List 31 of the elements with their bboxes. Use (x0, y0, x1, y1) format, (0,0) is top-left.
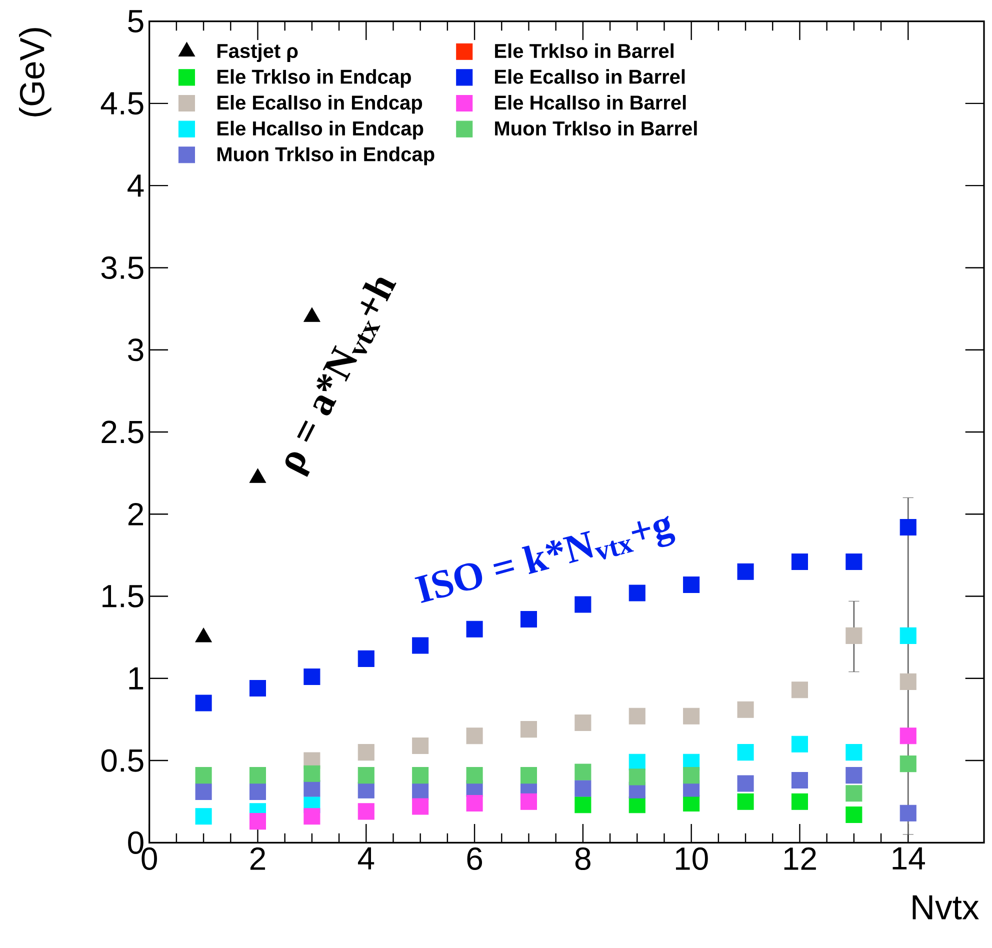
y-tick-label: 1.5 (102, 585, 144, 608)
y-tick-label: 3 (128, 338, 144, 362)
y-tick-label: 4.5 (100, 92, 144, 115)
legend-label: Ele TrkIso in Endcap (217, 69, 411, 88)
legend-label: Muon TrkIso in Endcap (217, 146, 434, 166)
y-tick-label: 1 (129, 667, 144, 690)
y-tick-label: 3.5 (101, 256, 144, 280)
legend-label: Fastjet ρ (217, 43, 298, 62)
legend-label: Ele HcalIso in Barrel (495, 95, 686, 110)
y-tick-label: 0 (128, 831, 144, 854)
y-tick-label: 5 (128, 10, 144, 32)
legend-label: Muon TrkIso in Barrel (495, 120, 697, 136)
y-tick-label: 2.5 (102, 420, 144, 444)
x-tick-label: 8 (575, 847, 590, 870)
legend-label: Ele HcalIso in Endcap (217, 120, 424, 140)
legend-label: Ele TrkIso in Barrel (495, 43, 674, 58)
legend-label: Ele EcalIso in Endcap (217, 95, 422, 114)
annotation: ISO = k*N$_{vtx}$+g (414, 516, 676, 604)
x-tick-label: 4 (358, 847, 374, 870)
y-tick-label: 2 (128, 502, 144, 526)
x-tick-label: 12 (784, 847, 816, 870)
annotation: ρ = a*N$_{vtx}$+h (285, 278, 396, 477)
x-tick-label: 10 (676, 847, 708, 870)
y-axis-title: (GeV) (19, 28, 52, 116)
x-tick-label: 6 (467, 847, 482, 870)
x-tick-label: 2 (250, 847, 266, 870)
y-tick-label: 4 (128, 174, 144, 197)
y-tick-label: 0.5 (101, 749, 144, 772)
legend-label: Ele EcalIso in Barrel (495, 69, 685, 84)
x-axis-title: Nvtx (912, 895, 979, 920)
x-tick-label: 14 (892, 847, 925, 870)
